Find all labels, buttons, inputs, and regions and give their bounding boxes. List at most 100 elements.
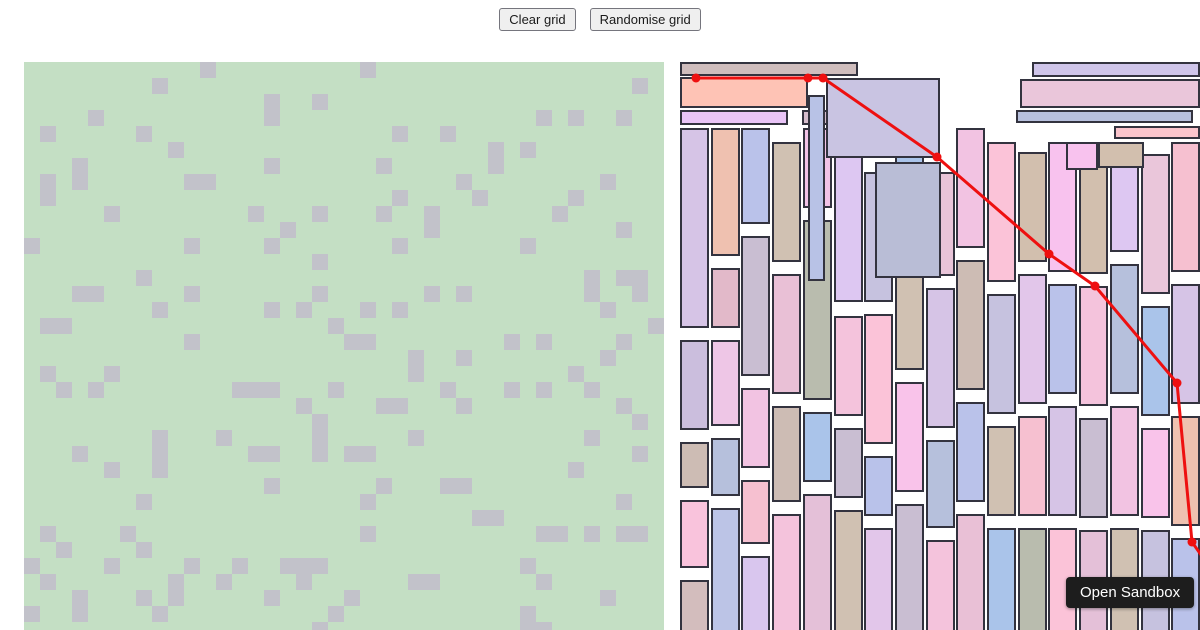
grid-cell[interactable] (488, 142, 504, 158)
grid-cell[interactable] (376, 206, 392, 222)
grid-cell[interactable] (408, 430, 424, 446)
grid-cell[interactable] (360, 526, 376, 542)
grid-cell[interactable] (56, 542, 72, 558)
grid-cell[interactable] (424, 222, 440, 238)
grid-cell[interactable] (72, 446, 88, 462)
grid-cell[interactable] (40, 574, 56, 590)
grid-cell[interactable] (456, 398, 472, 414)
grid-cell[interactable] (328, 606, 344, 622)
grid-cell[interactable] (440, 478, 456, 494)
grid-cell[interactable] (488, 158, 504, 174)
grid-cell[interactable] (440, 382, 456, 398)
grid-cell[interactable] (520, 622, 536, 630)
grid-cell[interactable] (616, 398, 632, 414)
open-sandbox-button[interactable]: Open Sandbox (1066, 577, 1195, 608)
grid-cell[interactable] (200, 62, 216, 78)
grid-cell[interactable] (584, 382, 600, 398)
grid-cell[interactable] (536, 526, 552, 542)
grid-cell[interactable] (536, 334, 552, 350)
grid-cell[interactable] (24, 558, 40, 574)
grid-cell[interactable] (248, 382, 264, 398)
grid-cell[interactable] (600, 590, 616, 606)
grid-cell[interactable] (536, 110, 552, 126)
grid-cell[interactable] (504, 334, 520, 350)
grid-cell[interactable] (344, 334, 360, 350)
grid-cell[interactable] (312, 206, 328, 222)
grid-cell[interactable] (488, 510, 504, 526)
grid-cell[interactable] (536, 622, 552, 630)
grid-cell[interactable] (632, 78, 648, 94)
grid-cell[interactable] (584, 286, 600, 302)
grid-cell[interactable] (72, 174, 88, 190)
grid-cell[interactable] (168, 590, 184, 606)
grid-cell[interactable] (456, 286, 472, 302)
grid-cell[interactable] (168, 142, 184, 158)
grid-cell[interactable] (616, 526, 632, 542)
grid-cell[interactable] (152, 446, 168, 462)
grid-cell[interactable] (360, 302, 376, 318)
grid-cell[interactable] (616, 222, 632, 238)
grid-cell[interactable] (72, 606, 88, 622)
grid-cell[interactable] (520, 558, 536, 574)
grid-cell[interactable] (312, 254, 328, 270)
grid-cell[interactable] (552, 526, 568, 542)
grid-cell[interactable] (456, 350, 472, 366)
grid-cell[interactable] (408, 366, 424, 382)
grid-cell[interactable] (632, 270, 648, 286)
grid-cell[interactable] (344, 446, 360, 462)
grid-cell[interactable] (632, 446, 648, 462)
grid-cell[interactable] (568, 190, 584, 206)
grid-cell[interactable] (392, 190, 408, 206)
grid-cell[interactable] (632, 414, 648, 430)
grid-cell[interactable] (264, 382, 280, 398)
grid-cell[interactable] (312, 430, 328, 446)
grid-cell[interactable] (360, 334, 376, 350)
grid-cell[interactable] (104, 558, 120, 574)
grid-cell[interactable] (88, 382, 104, 398)
grid-cell[interactable] (392, 238, 408, 254)
grid-cell[interactable] (632, 526, 648, 542)
grid-cell[interactable] (600, 174, 616, 190)
grid-cell[interactable] (296, 574, 312, 590)
grid-cell[interactable] (40, 126, 56, 142)
grid-cell[interactable] (168, 574, 184, 590)
grid-cell[interactable] (136, 494, 152, 510)
grid-cell[interactable] (632, 286, 648, 302)
grid-cell[interactable] (376, 158, 392, 174)
grid-cell[interactable] (312, 622, 328, 630)
grid-cell[interactable] (72, 286, 88, 302)
grid-cell[interactable] (152, 462, 168, 478)
grid-cell[interactable] (184, 286, 200, 302)
grid-cell[interactable] (232, 382, 248, 398)
grid-cell[interactable] (312, 558, 328, 574)
grid-cell[interactable] (584, 270, 600, 286)
grid-cell[interactable] (616, 334, 632, 350)
grid-cell[interactable] (616, 494, 632, 510)
grid-cell[interactable] (280, 558, 296, 574)
grid-cell[interactable] (264, 158, 280, 174)
grid-cell[interactable] (152, 430, 168, 446)
grid-cell[interactable] (408, 574, 424, 590)
grid-cell[interactable] (456, 478, 472, 494)
grid-cell[interactable] (328, 382, 344, 398)
grid-cell[interactable] (552, 206, 568, 222)
grid-cell[interactable] (232, 558, 248, 574)
grid-cell[interactable] (616, 270, 632, 286)
grid-cell[interactable] (40, 318, 56, 334)
grid-cell[interactable] (136, 542, 152, 558)
grid-cell[interactable] (360, 446, 376, 462)
grid-cell[interactable] (24, 238, 40, 254)
grid-cell[interactable] (152, 78, 168, 94)
grid-cell[interactable] (584, 526, 600, 542)
grid-cell[interactable] (72, 158, 88, 174)
grid-cell[interactable] (152, 606, 168, 622)
randomise-grid-button[interactable]: Randomise grid (589, 8, 701, 31)
grid-cell[interactable] (584, 430, 600, 446)
grid-cell[interactable] (600, 350, 616, 366)
grid-cell[interactable] (88, 286, 104, 302)
editable-grid-panel[interactable] (24, 62, 664, 630)
grid-cell[interactable] (312, 414, 328, 430)
grid-cell[interactable] (24, 606, 40, 622)
grid-cell[interactable] (216, 430, 232, 446)
grid-cell[interactable] (152, 302, 168, 318)
